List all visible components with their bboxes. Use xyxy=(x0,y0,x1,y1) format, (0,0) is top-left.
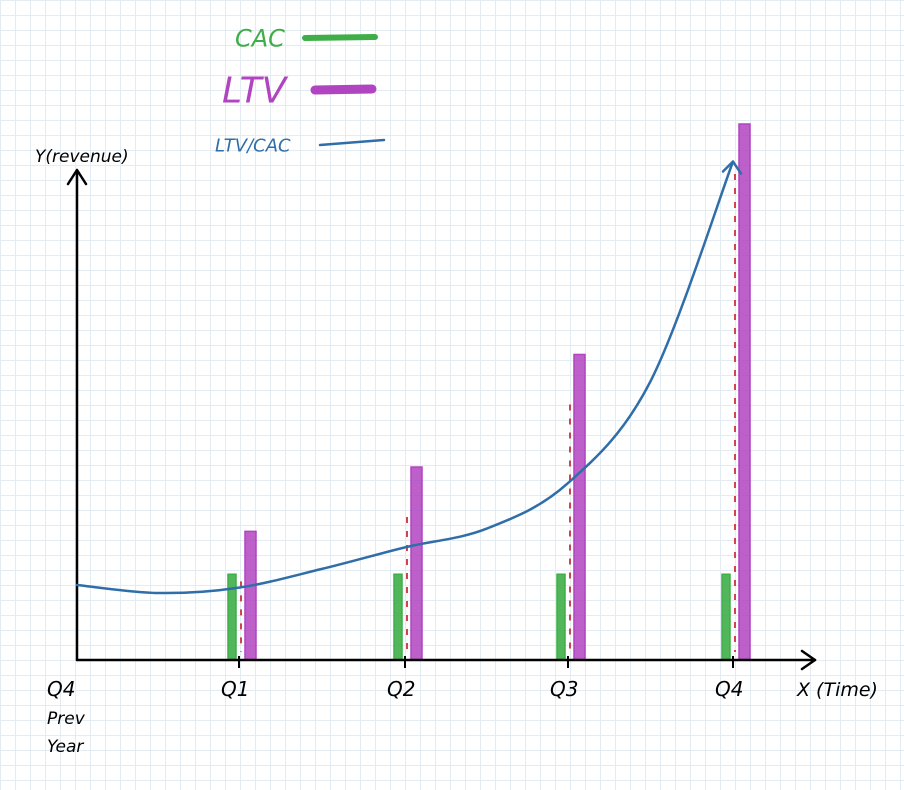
legend-label: LTV/CAC xyxy=(215,135,291,156)
legend-swatch xyxy=(318,138,386,147)
x-tick-label: Year xyxy=(47,737,84,757)
legend-swatch xyxy=(310,84,377,95)
x-tick-label: Q3 xyxy=(550,677,578,701)
cac-bar xyxy=(721,573,731,661)
x-tick-label: Q2 xyxy=(387,677,415,701)
legend-label: CAC xyxy=(235,24,285,52)
x-tick-label: Prev xyxy=(47,709,86,729)
ltv-bar xyxy=(573,353,586,661)
axes xyxy=(66,168,817,671)
ltv-bar xyxy=(410,466,423,661)
ltv-bar xyxy=(738,123,751,661)
x-axis-arrowhead xyxy=(800,649,817,671)
ltv-cac-line xyxy=(75,160,735,595)
ltv-bar xyxy=(244,530,257,661)
ltv-cac-arrowhead xyxy=(721,160,743,175)
cac-bar xyxy=(393,573,403,661)
legend-label: LTV xyxy=(222,71,289,112)
x-tick-label: Q1 xyxy=(221,677,249,701)
legend-swatch xyxy=(302,34,378,41)
x-ticks: Q4 Prev Year Q1 Q2 Q3 Q4 xyxy=(47,656,743,757)
y-axis-label: Y(revenue) xyxy=(35,147,129,167)
x-tick-label: Q4 xyxy=(715,677,743,701)
axis-labels: Y(revenue) X (Time) xyxy=(35,147,878,701)
ltv-cac-curve-layer xyxy=(75,160,743,595)
x-tick-label: Q4 xyxy=(47,677,75,701)
legend: CAC LTV LTV/CAC xyxy=(215,24,386,156)
cac-bar xyxy=(556,573,566,661)
y-axis-arrowhead xyxy=(66,168,88,186)
x-axis-label: X (Time) xyxy=(796,679,878,701)
bars xyxy=(227,123,751,661)
